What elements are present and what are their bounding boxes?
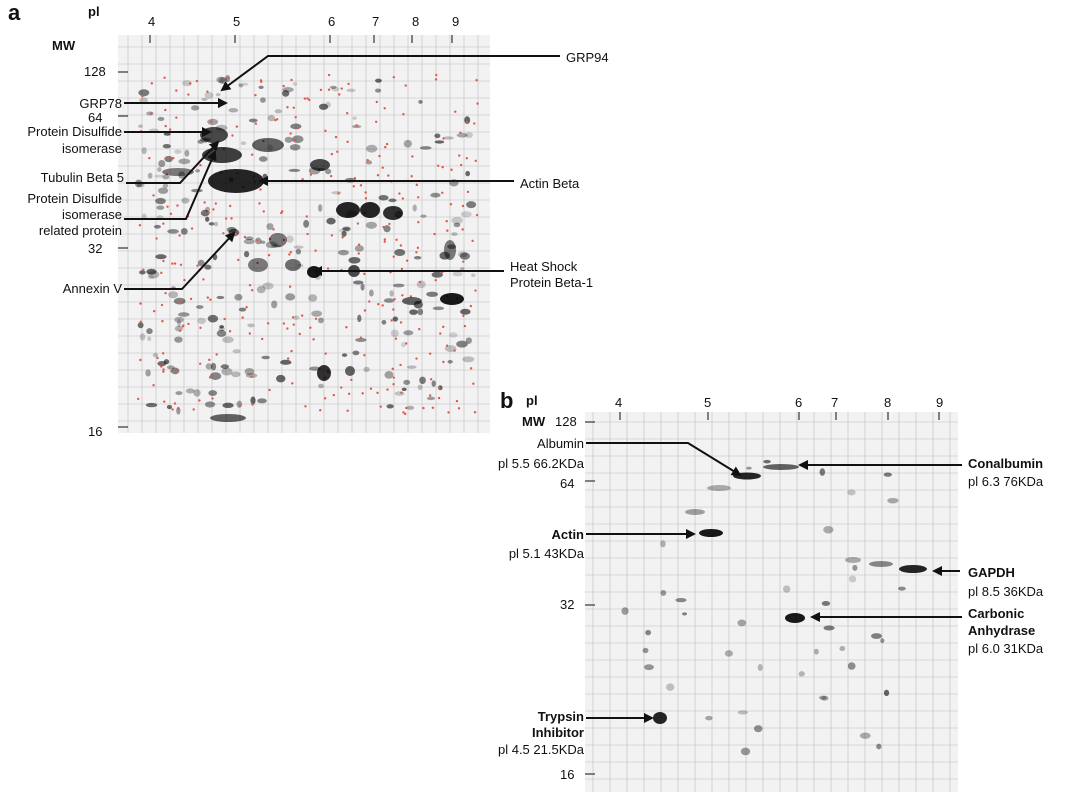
panel-b-label-actin-detail: pl 5.1 43KDa <box>508 546 584 561</box>
panel-a-pi-tick-7: 7 <box>372 14 380 29</box>
panel-a-pi-tick-9: 9 <box>452 14 460 29</box>
panel-a-label-annexin: Annexin V <box>62 281 122 296</box>
panel-b-label-albumin-detail: pl 5.5 66.2KDa <box>497 456 584 471</box>
panel-a-mw-tick-16: 16 <box>88 424 103 439</box>
panel-a-mw-tick-32: 32 <box>88 241 103 256</box>
panel-b-label-albumin: Albumin <box>537 436 584 451</box>
arrow-pdirp <box>124 150 217 220</box>
panel-a-label-hsp-1: Heat Shock <box>510 259 578 274</box>
arrow-tubulin <box>126 140 220 184</box>
arrow-albumin <box>586 442 742 477</box>
panel-a-pi-tick-8: 8 <box>412 14 420 29</box>
arrow-annexin <box>124 231 236 290</box>
panel-a-mw-tick-128: 128 <box>84 64 106 79</box>
panel-b-pi-tick-9: 9 <box>936 395 944 410</box>
panel-a-mw-tick-64: 64 <box>88 110 103 125</box>
panel-b-label-gapdh: GAPDH <box>968 565 1015 580</box>
panel-b-label-gapdh-detail: pl 8.5 36KDa <box>968 584 1044 599</box>
panel-b-label-trypsin-2: Inhibitor <box>532 725 584 740</box>
panel-b-mw-tick-32: 32 <box>560 597 575 612</box>
panel-a-pi-tick-6: 6 <box>328 14 336 29</box>
panel-a-label-pdirp-3: related protein <box>38 223 122 238</box>
panel-a-label-pdi-1: Protein Disulfide <box>27 124 122 139</box>
panel-b-pi-tick-6: 6 <box>795 395 803 410</box>
panel-a-pi-tick-5: 5 <box>233 14 241 29</box>
panel-b-pi-tick-8: 8 <box>884 395 892 410</box>
panel-b-pi-tick-7: 7 <box>831 395 839 410</box>
panel-b-letter: b <box>500 388 514 413</box>
panel-b-gel-image <box>585 412 958 792</box>
arrow-grp94 <box>220 55 560 92</box>
panel-a-label-pdirp-2: isomerase <box>62 207 122 222</box>
panel-b-label-conalbumin: Conalbumin <box>968 456 1044 471</box>
panel-a-label-actin-beta: Actin Beta <box>520 176 580 191</box>
panel-a-label-tubulin: Tubulin Beta 5 <box>40 170 124 185</box>
panel-b-pi-tick-5: 5 <box>704 395 712 410</box>
panel-b-label-ca-1: Carbonic <box>968 606 1025 621</box>
panel-b-mw-tick-16: 16 <box>560 767 575 782</box>
panel-a-mw-label: MW <box>52 38 76 53</box>
panel-a-label-hsp-2: Protein Beta-1 <box>510 275 594 290</box>
panel-b-label-trypsin-detail: pl 4.5 21.5KDa <box>497 742 584 757</box>
panel-b-mw-tick-64: 64 <box>560 476 575 491</box>
panel-b-pi-tick-4: 4 <box>615 395 623 410</box>
panel-a-label-grp94: GRP94 <box>566 50 609 65</box>
panel-a-pi-tick-4: 4 <box>148 14 156 29</box>
panel-b-label-trypsin-1: Trypsin <box>537 709 584 724</box>
panel-b-label-conalbumin-detail: pl 6.3 76KDa <box>968 474 1044 489</box>
panel-b-label-actin: Actin <box>551 527 585 542</box>
panel-a-pi-label: pl <box>88 4 100 19</box>
panel-b-label-ca-2: Anhydrase <box>968 623 1036 638</box>
panel-b-mw-label: MW <box>522 414 546 429</box>
panel-a-letter: a <box>8 0 21 25</box>
panel-b-pi-label: pl <box>526 393 538 408</box>
panel-b-mw-tick-128: 128 <box>555 414 577 429</box>
panel-a-label-pdi-2: isomerase <box>62 141 122 156</box>
panel-a-label-pdirp-1: Protein Disulfide <box>27 191 122 206</box>
panel-b-label-ca-detail: pl 6.0 31KDa <box>968 641 1044 656</box>
panel-a-label-grp78: GRP78 <box>79 96 122 111</box>
